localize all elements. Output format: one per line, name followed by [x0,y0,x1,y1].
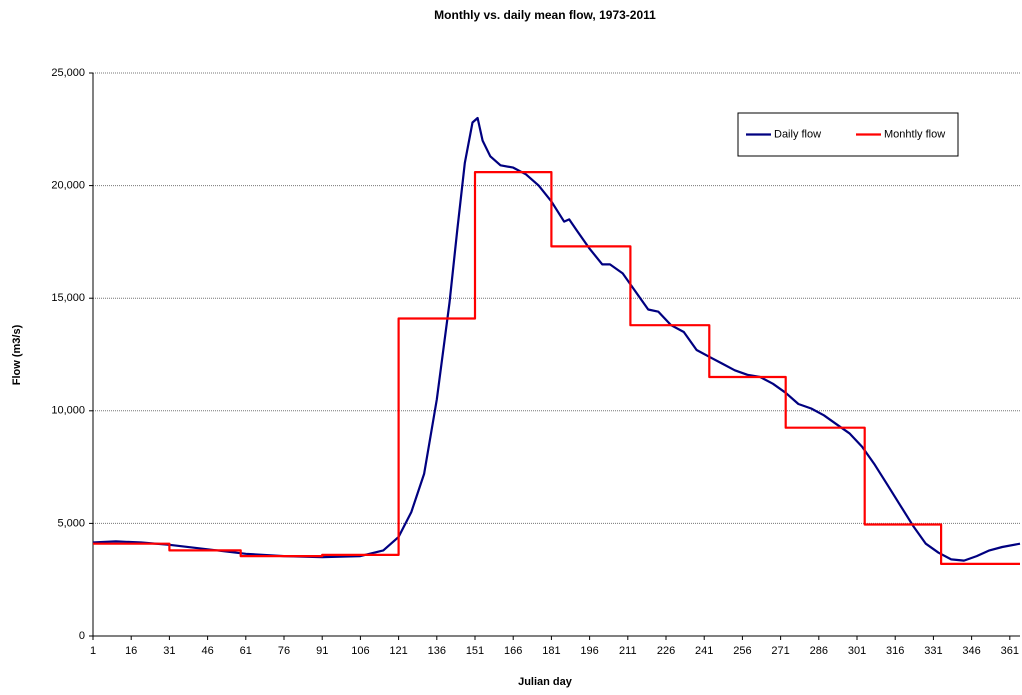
x-tick-label: 211 [619,645,637,657]
x-tick-label: 151 [466,645,484,657]
x-tick-label: 121 [389,645,407,657]
x-tick-label: 301 [848,645,866,657]
y-tick-label: 25,000 [51,67,85,79]
y-tick-label: 5,000 [57,517,85,529]
legend-label: Daily flow [774,128,821,140]
x-tick-label: 16 [125,645,137,657]
x-tick-label: 76 [278,645,290,657]
x-tick-label: 316 [886,645,904,657]
x-tick-label: 91 [316,645,328,657]
x-tick-label: 106 [351,645,369,657]
x-tick-label: 346 [962,645,980,657]
series-line [92,116,1021,562]
x-tick-label: 361 [1001,645,1019,657]
x-tick-label: 181 [542,645,560,657]
y-tick-label: 20,000 [51,180,85,192]
x-tick-label: 256 [733,645,751,657]
y-tick-label: 10,000 [51,405,85,417]
x-tick-label: 1 [90,645,96,657]
x-tick-label: 31 [163,645,175,657]
legend-box [737,112,959,157]
x-tick-label: 271 [771,645,789,657]
x-tick-label: 196 [580,645,598,657]
x-tick-label: 226 [657,645,675,657]
x-tick-label: 331 [924,645,942,657]
x-tick-label: 61 [240,645,252,657]
x-axis-label: Julian day [518,676,573,688]
legend-label: Monhtly flow [884,128,945,140]
x-tick-label: 241 [695,645,713,657]
y-axis-label: Flow (m3/s) [11,324,23,385]
y-tick-label: 0 [79,630,85,642]
x-tick-label: 46 [201,645,213,657]
x-tick-label: 286 [810,645,828,657]
x-tick-label: 136 [428,645,446,657]
x-tick-label: 166 [504,645,522,657]
chart-title: Monthly vs. daily mean flow, 1973-2011 [434,8,656,22]
series-line [93,171,1020,565]
y-tick-label: 15,000 [51,292,85,304]
